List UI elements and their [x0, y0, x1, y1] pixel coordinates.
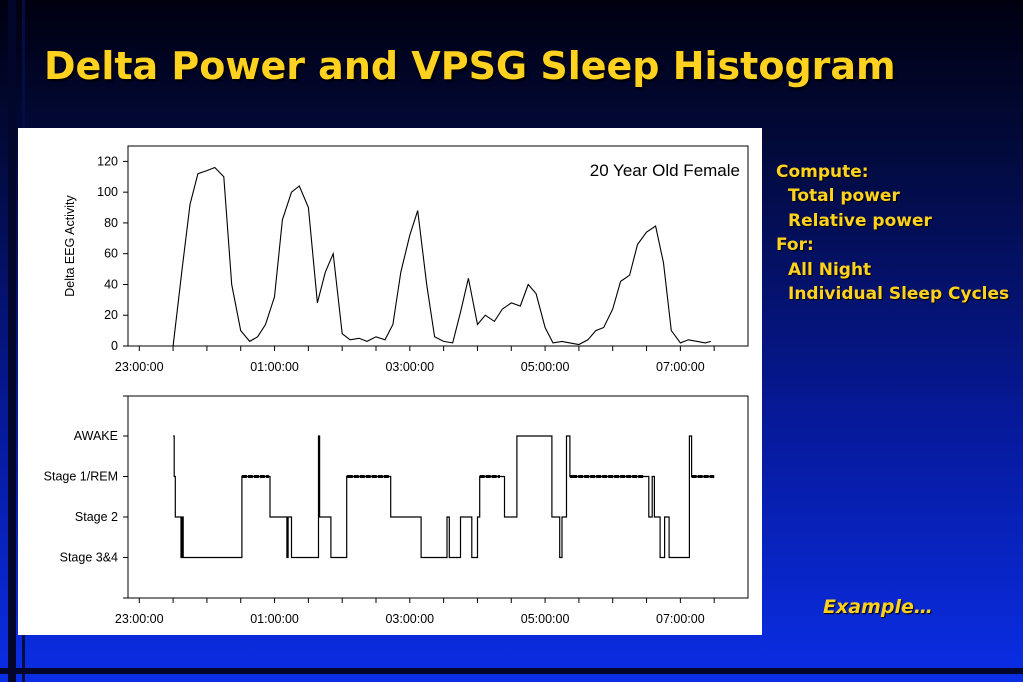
delta-y-tick-label: 20: [104, 308, 118, 322]
for-label: For:: [776, 235, 814, 256]
delta-y-tick-label: 0: [111, 339, 118, 353]
compute-label: Compute:: [776, 162, 869, 182]
delta-annotation: 20 Year Old Female: [590, 161, 740, 180]
hypnogram-x-tick-label: 01:00:00: [250, 612, 299, 626]
delta-x-tick-label: 07:00:00: [656, 360, 705, 374]
delta-x-tick-label: 23:00:00: [115, 360, 164, 374]
hypnogram-y-tick-label: Stage 3&4: [60, 551, 118, 565]
left-accent-bar: [8, 0, 16, 682]
chart-panel: 0 20 40 60 80 100 120 23:00:00 01:00:00 03:00:00 0…: [18, 128, 762, 635]
delta-y-tick-label: 120: [97, 154, 118, 168]
compute-item-relative-power: Relative power: [788, 210, 932, 231]
hypnogram-line: [173, 435, 715, 559]
slide-title: Delta Power and VPSG Sleep Histogram: [44, 44, 896, 88]
delta-y-tick-label: 60: [104, 247, 118, 261]
delta-y-tick-label: 100: [97, 185, 118, 199]
hypnogram-y-tick-label: Stage 2: [75, 510, 118, 524]
delta-plot-frame: [127, 145, 749, 347]
chart-figure: 0 20 40 60 80 100 120 23:00:00 01:00:00 03:00:00 0…: [44, 145, 749, 626]
delta-y-tick-label: 80: [104, 216, 118, 230]
for-item-all-night: All Night: [788, 259, 872, 280]
hypnogram-x-tick-label: 23:00:00: [115, 612, 164, 626]
delta-power-line: [172, 166, 711, 347]
delta-x-tick-label: 03:00:00: [385, 360, 434, 374]
delta-y-axis-label: Delta EEG Activity: [63, 195, 77, 297]
delta-y-tick-label: 40: [104, 277, 118, 291]
for-item-sleep-cycles: Individual Sleep Cycles: [788, 284, 1010, 305]
hypnogram-plot-frame: [127, 395, 749, 599]
notes-panel: Compute: Total power Relative power For:…: [776, 160, 1009, 306]
delta-x-tick-label: 01:00:00: [250, 360, 299, 374]
delta-x-tick-label: 05:00:00: [521, 360, 570, 374]
hypnogram-x-tick-label: 03:00:00: [385, 612, 434, 626]
example-label: Example…: [823, 596, 933, 618]
bottom-accent-bar: [0, 668, 1023, 674]
hypnogram-y-tick-label: AWAKE: [74, 429, 118, 443]
compute-item-total-power: Total power: [788, 186, 900, 207]
hypnogram-y-tick-label: Stage 1/REM: [44, 470, 118, 484]
hypnogram-x-tick-label: 07:00:00: [656, 612, 705, 626]
hypnogram-x-tick-label: 05:00:00: [521, 612, 570, 626]
